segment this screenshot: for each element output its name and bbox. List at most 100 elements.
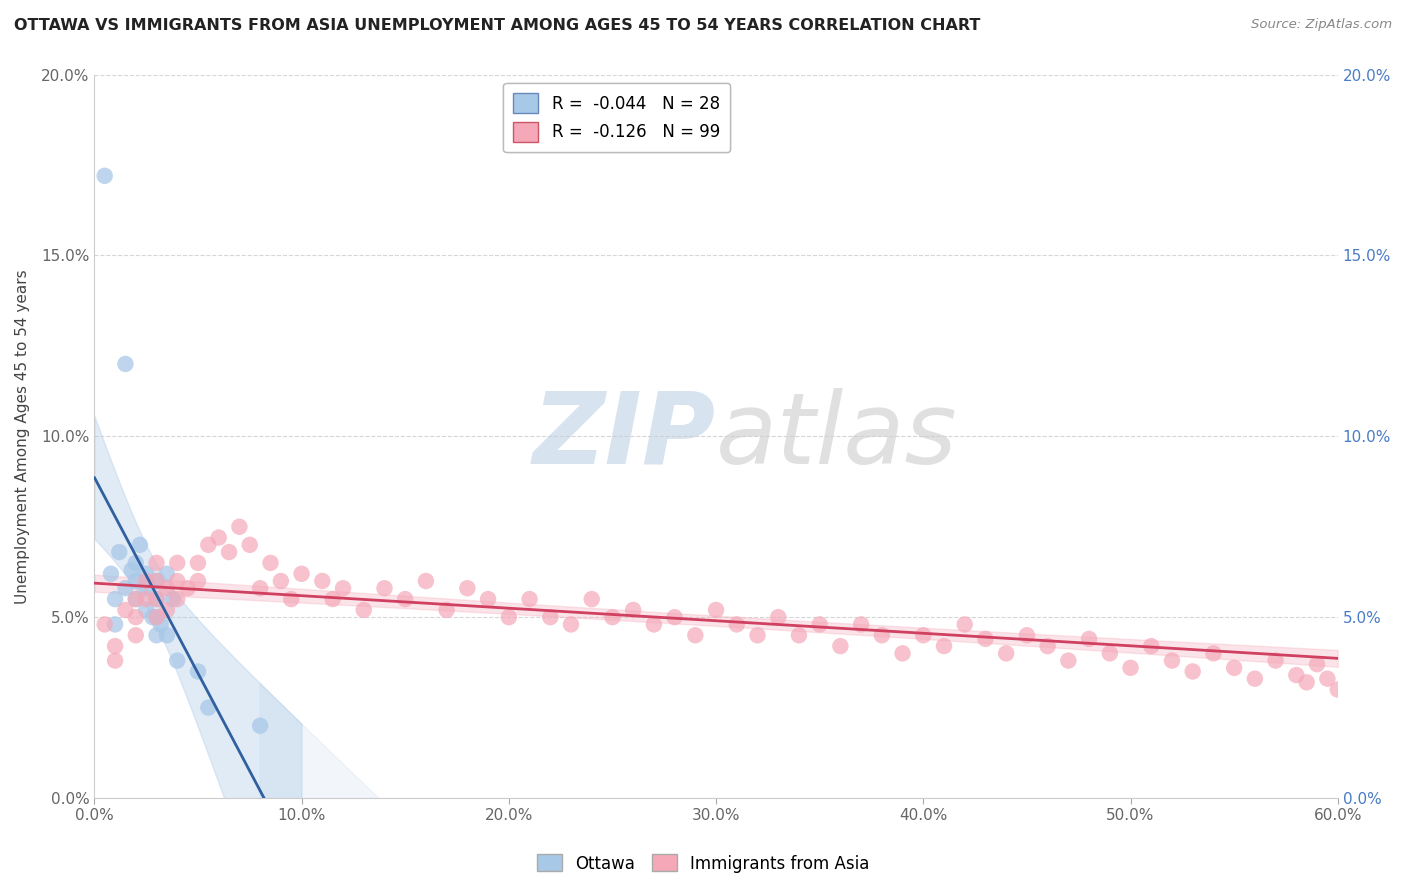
Point xyxy=(239,538,262,552)
Point xyxy=(114,603,136,617)
Point xyxy=(166,654,188,668)
Point xyxy=(498,610,520,624)
Point xyxy=(104,654,127,668)
Point xyxy=(290,566,312,581)
Point xyxy=(145,628,167,642)
Point xyxy=(1389,646,1406,660)
Point xyxy=(1098,646,1121,660)
Point xyxy=(332,581,354,595)
Point xyxy=(135,603,157,617)
Point xyxy=(228,520,250,534)
Point xyxy=(93,617,115,632)
Point xyxy=(135,566,157,581)
Point xyxy=(166,574,188,588)
Point xyxy=(1399,661,1406,675)
Point xyxy=(995,646,1018,660)
Point xyxy=(768,610,790,624)
Text: ZIP: ZIP xyxy=(533,388,716,484)
Point xyxy=(322,592,344,607)
Point xyxy=(1057,654,1080,668)
Point xyxy=(125,628,148,642)
Point xyxy=(166,592,188,607)
Point xyxy=(1181,665,1204,679)
Legend: Ottawa, Immigrants from Asia: Ottawa, Immigrants from Asia xyxy=(530,847,876,880)
Point xyxy=(197,538,219,552)
Point xyxy=(162,592,184,607)
Point xyxy=(208,531,231,545)
Point xyxy=(581,592,603,607)
Point xyxy=(187,665,209,679)
Point xyxy=(1078,632,1101,646)
Point xyxy=(415,574,437,588)
Point xyxy=(135,592,157,607)
Point xyxy=(145,592,167,607)
Point xyxy=(953,617,976,632)
Point xyxy=(725,617,748,632)
Point xyxy=(108,545,131,559)
Point xyxy=(93,169,115,183)
Point xyxy=(280,592,302,607)
Point xyxy=(145,610,167,624)
Point xyxy=(1306,657,1329,672)
Point xyxy=(664,610,686,624)
Point xyxy=(187,574,209,588)
Point xyxy=(104,617,127,632)
Point xyxy=(1285,668,1308,682)
Point xyxy=(114,581,136,595)
Point xyxy=(187,556,209,570)
Point xyxy=(104,592,127,607)
Point xyxy=(259,556,281,570)
Point xyxy=(1264,654,1286,668)
Point xyxy=(125,556,148,570)
Text: Source: ZipAtlas.com: Source: ZipAtlas.com xyxy=(1251,18,1392,31)
Point xyxy=(100,566,122,581)
Point xyxy=(621,603,644,617)
Point xyxy=(787,628,810,642)
Point xyxy=(643,617,665,632)
Point xyxy=(436,603,458,617)
Point xyxy=(197,700,219,714)
Point xyxy=(1140,639,1163,653)
Point xyxy=(456,581,478,595)
Point xyxy=(121,563,143,577)
Point xyxy=(1358,639,1381,653)
Point xyxy=(125,592,148,607)
Legend: R =  -0.044   N = 28, R =  -0.126   N = 99: R = -0.044 N = 28, R = -0.126 N = 99 xyxy=(503,83,730,152)
Point xyxy=(270,574,292,588)
Point xyxy=(145,556,167,570)
Point xyxy=(1347,628,1369,642)
Point xyxy=(176,581,198,595)
Point xyxy=(849,617,872,632)
Point xyxy=(477,592,499,607)
Point xyxy=(1036,639,1059,653)
Point xyxy=(891,646,914,660)
Point xyxy=(145,574,167,588)
Point xyxy=(1378,632,1400,646)
Point xyxy=(1316,672,1339,686)
Point xyxy=(129,538,152,552)
Point xyxy=(145,610,167,624)
Point xyxy=(145,574,167,588)
Point xyxy=(249,719,271,733)
Point xyxy=(870,628,893,642)
Point xyxy=(560,617,582,632)
Point xyxy=(519,592,541,607)
Point xyxy=(685,628,707,642)
Point xyxy=(249,581,271,595)
Point xyxy=(394,592,416,607)
Point xyxy=(156,628,179,642)
Point xyxy=(125,574,148,588)
Point xyxy=(135,581,157,595)
Point xyxy=(1244,672,1267,686)
Point xyxy=(166,556,188,570)
Point xyxy=(704,603,727,617)
Point xyxy=(149,617,172,632)
Text: OTTAWA VS IMMIGRANTS FROM ASIA UNEMPLOYMENT AMONG AGES 45 TO 54 YEARS CORRELATIO: OTTAWA VS IMMIGRANTS FROM ASIA UNEMPLOYM… xyxy=(14,18,980,33)
Point xyxy=(114,357,136,371)
Point xyxy=(1326,682,1348,697)
Point xyxy=(104,639,127,653)
Point xyxy=(974,632,997,646)
Y-axis label: Unemployment Among Ages 45 to 54 years: Unemployment Among Ages 45 to 54 years xyxy=(15,269,30,604)
Point xyxy=(830,639,852,653)
Point xyxy=(912,628,935,642)
